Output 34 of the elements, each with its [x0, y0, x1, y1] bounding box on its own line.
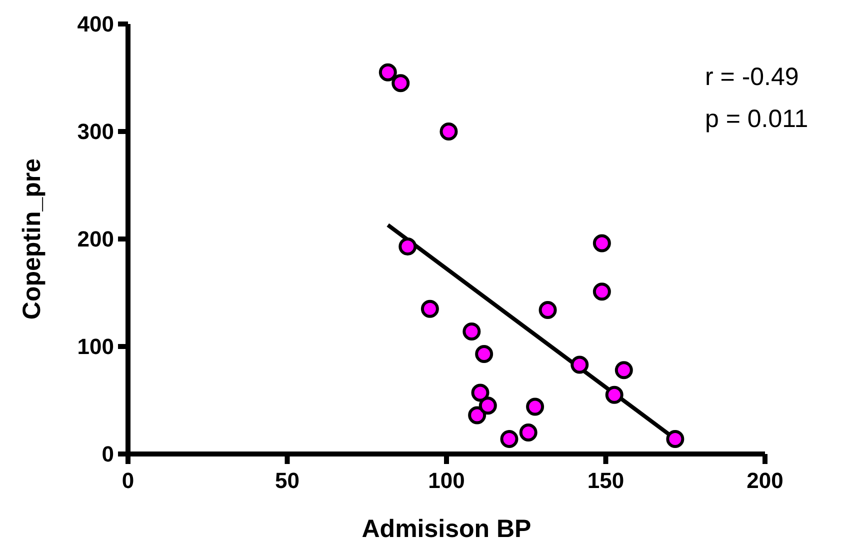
point — [462, 322, 481, 340]
x-tick-label: 200 — [746, 468, 784, 493]
point — [614, 361, 633, 380]
point — [500, 430, 518, 448]
point — [398, 238, 417, 256]
y-tick-label: 0 — [102, 442, 114, 467]
point — [471, 384, 490, 402]
point — [378, 63, 397, 82]
point — [570, 356, 589, 374]
point — [478, 396, 497, 415]
x-tick-label: 150 — [587, 468, 624, 493]
point — [475, 345, 494, 364]
point — [392, 74, 410, 92]
point — [519, 424, 538, 442]
y-tick-label: 200 — [77, 226, 114, 252]
x-tick-label: 100 — [428, 468, 465, 493]
point — [592, 234, 611, 252]
point — [592, 282, 611, 301]
point — [440, 122, 458, 140]
point — [420, 300, 439, 318]
annotation: p = 0.011 — [705, 105, 808, 133]
x-tick-label: 50 — [275, 468, 300, 493]
point — [666, 430, 684, 448]
point — [538, 300, 557, 319]
y-tick-label: 400 — [77, 12, 114, 37]
x-axis-title: Admisison BP — [362, 515, 532, 543]
point — [526, 398, 544, 416]
y-axis-title: Copeptin_pre — [18, 158, 46, 320]
x-tick-label: 0 — [122, 468, 134, 493]
point — [605, 386, 624, 404]
annotation: r = -0.49 — [705, 63, 799, 91]
point — [468, 406, 486, 424]
y-tick-label: 300 — [77, 119, 114, 144]
y-tick-label: 100 — [77, 334, 114, 360]
